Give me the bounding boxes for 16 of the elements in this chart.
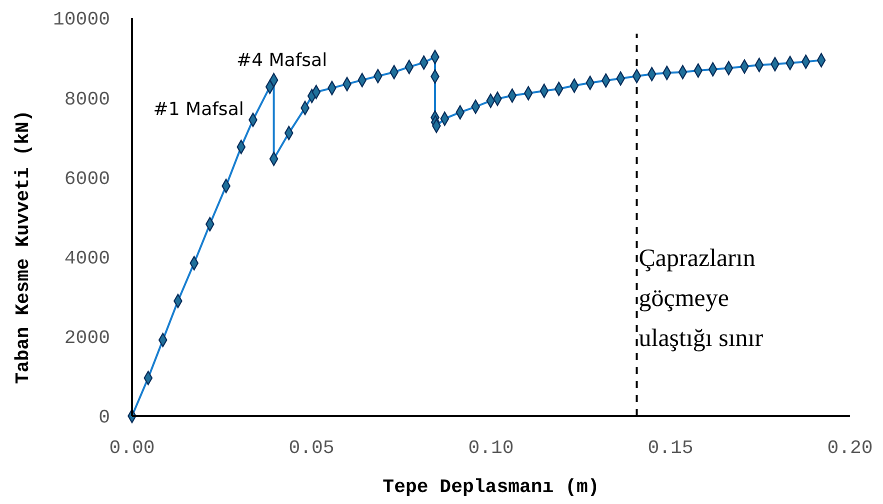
y-tick-label: 10000: [52, 8, 110, 31]
x-tick-label: 0.05: [288, 437, 334, 459]
x-tick-label: 0.00: [109, 437, 155, 459]
ref-line-label: Çaprazların göçmeye ulaştığı sınır: [638, 245, 764, 352]
annotation: #4 Mafsal: [236, 50, 328, 72]
x-tick-label: 0.15: [648, 437, 694, 459]
y-axis-title: Taban Kesme Kuvveti (kN): [12, 110, 34, 384]
y-tick-label: 6000: [64, 168, 110, 190]
y-tick-label: 4000: [64, 247, 110, 270]
annotation: #1 Mafsal: [153, 98, 244, 120]
y-tick-label: 0: [98, 406, 110, 429]
y-tick-label: 8000: [64, 88, 110, 110]
x-axis-title: Tepe Deplasmanı (m): [382, 476, 600, 498]
x-tick-label: 0.20: [827, 437, 873, 459]
y-tick-label: 2000: [64, 327, 110, 350]
x-tick-label: 0.10: [468, 437, 514, 459]
